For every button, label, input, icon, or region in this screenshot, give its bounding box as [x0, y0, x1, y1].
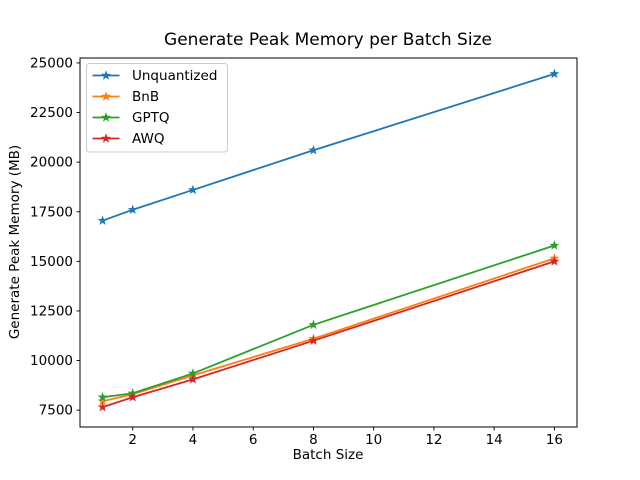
- data-point-gptq: [308, 319, 319, 330]
- legend-marker: [100, 112, 112, 122]
- y-tick-label: 17500: [30, 204, 73, 220]
- y-tick-label: 7500: [39, 403, 73, 419]
- x-tick-label: 12: [425, 432, 442, 448]
- x-axis-label: Batch Size: [293, 447, 364, 463]
- data-point-unquantized: [127, 204, 138, 215]
- data-point-bnb: [97, 395, 108, 406]
- legend-label-awq: AWQ: [132, 131, 164, 147]
- x-tick-label: 6: [249, 432, 258, 448]
- data-point-gptq: [97, 391, 108, 402]
- plot-spines: [79, 57, 578, 428]
- x-tick-label: 14: [486, 432, 503, 448]
- data-point-awq: [127, 391, 138, 402]
- y-tick-label: 25000: [30, 55, 73, 71]
- y-tick-label: 10000: [30, 353, 73, 369]
- axis-ticks: 2 4 6 8 10 12 14 16 7500 10000 12500 15000 17500 2000…: [30, 55, 563, 448]
- x-tick-label: 16: [546, 432, 563, 448]
- y-tick-label: 22500: [30, 105, 73, 121]
- y-tick-label: 12500: [30, 303, 73, 319]
- x-tick-label: 2: [128, 432, 137, 448]
- data-point-awq: [187, 374, 198, 384]
- legend: Unquantized BnB GPTQ AWQ: [86, 63, 228, 153]
- data-point-unquantized: [549, 68, 560, 79]
- legend-box: [86, 63, 228, 153]
- data-point-unquantized: [97, 215, 108, 225]
- x-tick-label: 10: [365, 432, 382, 448]
- chart-title: Generate Peak Memory per Batch Size: [164, 30, 492, 50]
- legend-marker: [100, 70, 112, 80]
- data-point-awq: [97, 401, 108, 412]
- data-point-unquantized: [308, 144, 319, 155]
- data-point-awq: [308, 335, 319, 345]
- series-line-gptq: [102, 244, 555, 399]
- plot-border: [79, 57, 578, 428]
- data-point-gptq: [549, 240, 560, 250]
- y-tick-label: 20000: [30, 155, 73, 171]
- y-tick-label: 15000: [30, 254, 73, 270]
- data-point-awq: [549, 256, 560, 266]
- x-tick-label: 8: [309, 432, 318, 448]
- legend-label-unquantized: Unquantized: [132, 68, 217, 84]
- data-point-gptq: [187, 368, 198, 378]
- y-axis-label: Generate Peak Memory (MB): [7, 145, 23, 339]
- data-point-unquantized: [187, 184, 198, 195]
- legend-marker: [100, 133, 112, 143]
- legend-marker: [100, 91, 112, 101]
- legend-label-bnb: BnB: [132, 89, 159, 105]
- legend-label-gptq: GPTQ: [132, 110, 169, 126]
- data-series: [97, 68, 560, 412]
- series-line-bnb: [102, 257, 555, 403]
- x-tick-label: 4: [189, 432, 198, 448]
